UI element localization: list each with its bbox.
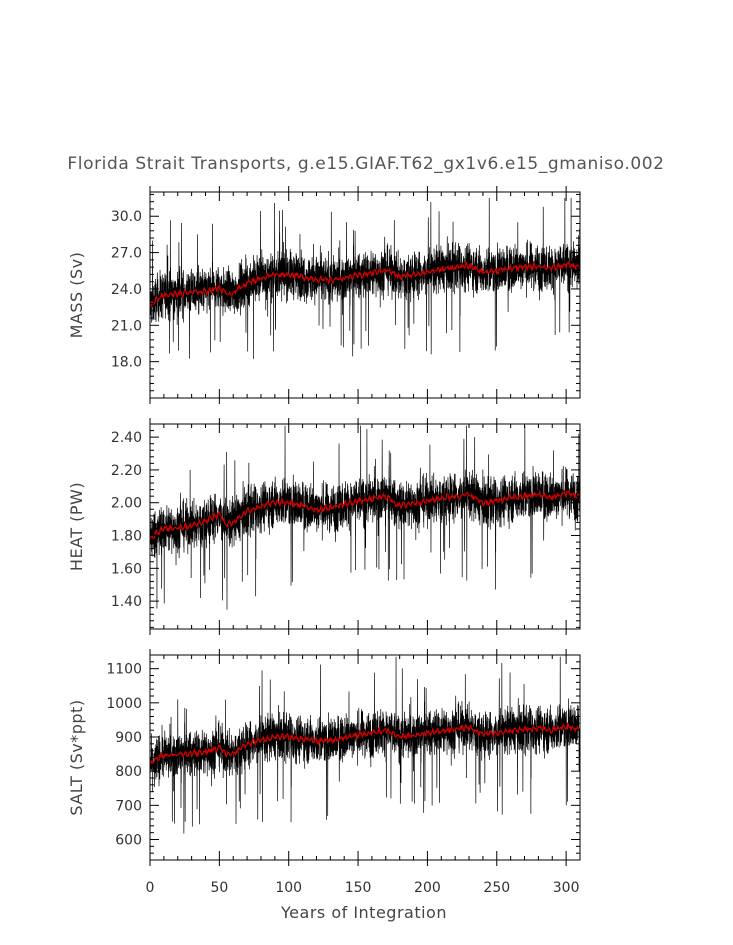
y-tick-label: 700	[115, 798, 142, 814]
x-tick-label: 300	[553, 880, 580, 896]
panel-0: 18.0 21.0 24.0 27.0 30.0 MASS (Sv)	[67, 186, 581, 404]
panel-2: 600 700 800 900 1000 1100 0 50 100 150 200 250 300 SA…	[67, 649, 581, 922]
plot-frame	[149, 423, 581, 630]
y-tick-label: 1.60	[111, 561, 142, 577]
y-tick-label: 2.40	[111, 430, 142, 446]
smoothed-series-line	[150, 722, 580, 766]
y-tick-label: 800	[115, 764, 142, 780]
y-tick-label: 1.80	[111, 529, 142, 545]
x-tick-label: 250	[483, 880, 510, 896]
x-axis-label: Years of Integration	[280, 903, 447, 922]
raw-series-line	[150, 656, 580, 834]
raw-series-line	[150, 425, 580, 610]
y-tick-label: 27.0	[111, 246, 142, 262]
smoothed-series-line	[150, 489, 580, 541]
y-tick-label: 900	[115, 730, 142, 746]
y-axis-label: SALT (Sv*ppt)	[67, 699, 86, 815]
y-tick-label: 2.00	[111, 496, 142, 512]
y-axis-label: HEAT (PW)	[67, 482, 86, 571]
y-tick-label: 1000	[106, 696, 142, 712]
x-tick-label: 50	[210, 880, 228, 896]
y-tick-label: 600	[115, 833, 142, 849]
x-tick-label: 0	[146, 880, 155, 896]
y-tick-label: 1100	[106, 662, 142, 678]
x-tick-label: 100	[275, 880, 302, 896]
panel-1: 1.40 1.60 1.80 2.00 2.20 2.40 HEAT (PW)	[67, 418, 581, 635]
y-tick-label: 21.0	[111, 318, 142, 334]
x-tick-label: 150	[345, 880, 372, 896]
y-tick-label: 1.40	[111, 594, 142, 610]
smoothed-series-line	[150, 260, 580, 308]
panels: 18.0 21.0 24.0 27.0 30.0 MASS (Sv) 1.40 1.60 1.8…	[67, 186, 581, 922]
y-tick-label: 24.0	[111, 282, 142, 298]
x-tick-label: 200	[414, 880, 441, 896]
figure-title: Florida Strait Transports, g.e15.GIAF.T6…	[67, 154, 664, 174]
y-axis-label: MASS (Sv)	[67, 252, 86, 339]
y-tick-label: 2.20	[111, 463, 142, 479]
raw-series-line	[150, 198, 580, 359]
plot-frame	[149, 191, 581, 399]
y-tick-label: 18.0	[111, 355, 142, 371]
y-tick-label: 30.0	[111, 209, 142, 225]
